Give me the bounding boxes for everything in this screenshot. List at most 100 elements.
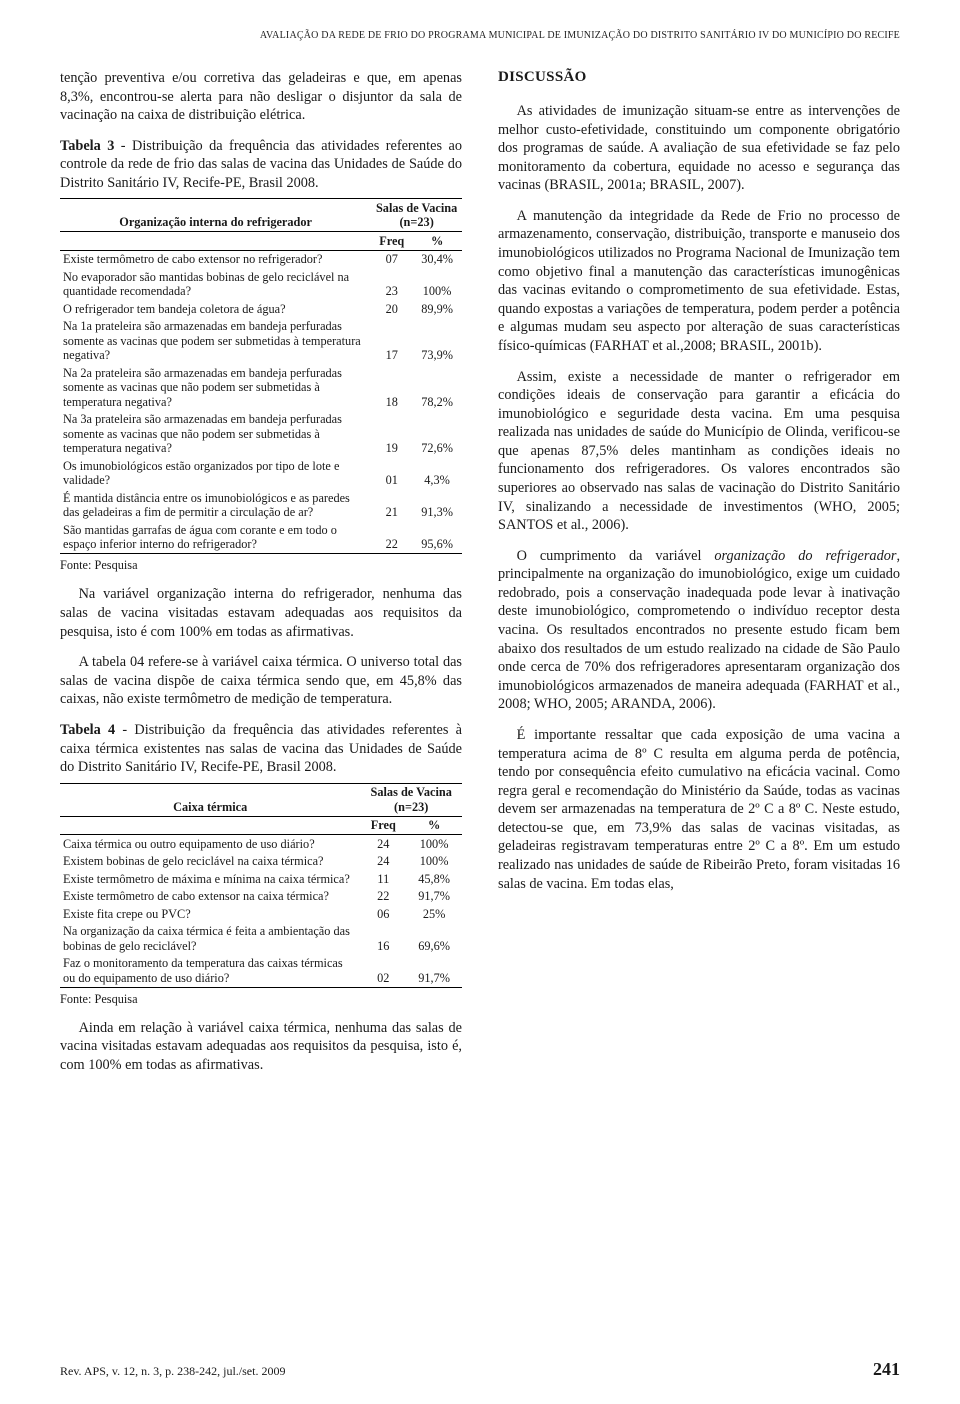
- row-pct: 4,3%: [412, 457, 462, 489]
- table-4: Caixa térmica Salas de Vacina (n=23) Fre…: [60, 783, 462, 988]
- table-row: Na 2a prateleira são armazenadas em band…: [60, 364, 462, 411]
- tab4-sub-pct: %: [406, 816, 462, 835]
- row-question: Existe termômetro de cabo extensor no re…: [60, 250, 371, 268]
- table-row: Na 3a prateleira são armazenadas em band…: [60, 411, 462, 458]
- row-freq: 11: [360, 870, 406, 888]
- row-freq: 19: [371, 411, 412, 458]
- row-pct: 100%: [412, 268, 462, 300]
- table-3: Organização interna do refrigerador Sala…: [60, 198, 462, 554]
- right-p5: É importante ressaltar que cada exposiçã…: [498, 726, 900, 893]
- tab4-caption-rest: - Distribuição da frequência das ativida…: [60, 722, 462, 775]
- table-row: Na organização da caixa térmica é feita …: [60, 923, 462, 955]
- tab3-caption: Tabela 3 - Distribuição da frequência da…: [60, 137, 462, 193]
- row-question: Existe termômetro de cabo extensor na ca…: [60, 888, 360, 906]
- row-pct: 78,2%: [412, 364, 462, 411]
- tab4-head-right: Salas de Vacina (n=23): [360, 783, 462, 816]
- left-p3: A tabela 04 refere-se à variável caixa t…: [60, 653, 462, 709]
- tab3-sub-blank: [60, 232, 371, 251]
- row-pct: 69,6%: [406, 923, 462, 955]
- row-freq: 16: [360, 923, 406, 955]
- row-pct: 95,6%: [412, 521, 462, 554]
- row-question: Existe fita crepe ou PVC?: [60, 905, 360, 923]
- row-pct: 100%: [406, 835, 462, 853]
- tab3-sub-freq: Freq: [371, 232, 412, 251]
- right-p3: Assim, existe a necessidade de manter o …: [498, 368, 900, 535]
- tab4-sub-blank: [60, 816, 360, 835]
- row-pct: 91,7%: [406, 955, 462, 988]
- page-number: 241: [873, 1359, 900, 1380]
- row-question: No evaporador são mantidas bobinas de ge…: [60, 268, 371, 300]
- table-row: Na 1a prateleira são armazenadas em band…: [60, 318, 462, 365]
- row-question: Na organização da caixa térmica é feita …: [60, 923, 360, 955]
- table-row: Caixa térmica ou outro equipamento de us…: [60, 835, 462, 853]
- footer: Rev. APS, v. 12, n. 3, p. 238-242, jul./…: [60, 1359, 900, 1380]
- row-question: Existem bobinas de gelo reciclável na ca…: [60, 853, 360, 871]
- table-row: Existe termômetro de cabo extensor no re…: [60, 250, 462, 268]
- tab4-caption: Tabela 4 - Distribuição da frequência da…: [60, 721, 462, 777]
- row-question: Existe termômetro de máxima e mínima na …: [60, 870, 360, 888]
- tab3-fonte: Fonte: Pesquisa: [60, 558, 462, 573]
- tab4-head-left: Caixa térmica: [60, 783, 360, 816]
- row-pct: 73,9%: [412, 318, 462, 365]
- row-pct: 25%: [406, 905, 462, 923]
- row-freq: 24: [360, 835, 406, 853]
- table-row: É mantida distância entre os imunobiológ…: [60, 489, 462, 521]
- table-row: Existem bobinas de gelo reciclável na ca…: [60, 853, 462, 871]
- tab3-head-right: Salas de Vacina (n=23): [371, 199, 462, 232]
- row-question: Na 2a prateleira são armazenadas em band…: [60, 364, 371, 411]
- row-freq: 23: [371, 268, 412, 300]
- tab3-head-left: Organização interna do refrigerador: [60, 199, 371, 232]
- table-row: Existe termômetro de máxima e mínima na …: [60, 870, 462, 888]
- row-question: Caixa térmica ou outro equipamento de us…: [60, 835, 360, 853]
- row-freq: 22: [360, 888, 406, 906]
- table-row: Os imunobiológicos estão organizados por…: [60, 457, 462, 489]
- table-row: No evaporador são mantidas bobinas de ge…: [60, 268, 462, 300]
- row-freq: 17: [371, 318, 412, 365]
- table-row: São mantidas garrafas de água com corant…: [60, 521, 462, 554]
- tab3-caption-bold: Tabela 3: [60, 138, 114, 154]
- row-question: Faz o monitoramento da temperatura das c…: [60, 955, 360, 988]
- discussion-title: DISCUSSÃO: [498, 69, 900, 86]
- row-pct: 72,6%: [412, 411, 462, 458]
- tab3-sub-pct: %: [412, 232, 462, 251]
- row-question: Os imunobiológicos estão organizados por…: [60, 457, 371, 489]
- footer-left: Rev. APS, v. 12, n. 3, p. 238-242, jul./…: [60, 1364, 285, 1379]
- right-column: DISCUSSÃO As atividades de imunização si…: [498, 69, 900, 1086]
- right-p2: A manutenção da integridade da Rede de F…: [498, 207, 900, 356]
- row-question: Na 3a prateleira são armazenadas em band…: [60, 411, 371, 458]
- row-freq: 24: [360, 853, 406, 871]
- row-pct: 91,3%: [412, 489, 462, 521]
- right-p4a: O cumprimento da variável: [517, 548, 715, 564]
- table-row: Existe termômetro de cabo extensor na ca…: [60, 888, 462, 906]
- row-pct: 45,8%: [406, 870, 462, 888]
- row-question: São mantidas garrafas de água com corant…: [60, 521, 371, 554]
- right-p1: As atividades de imunização situam-se en…: [498, 102, 900, 195]
- tab4-sub-freq: Freq: [360, 816, 406, 835]
- row-pct: 30,4%: [412, 250, 462, 268]
- right-p4b: organização do refrigerador: [714, 548, 896, 564]
- row-freq: 02: [360, 955, 406, 988]
- row-pct: 100%: [406, 853, 462, 871]
- left-column: tenção preventiva e/ou corretiva das gel…: [60, 69, 462, 1086]
- tab3-caption-rest: - Distribuição da frequência das ativida…: [60, 138, 462, 191]
- left-p2: Na variável organização interna do refri…: [60, 585, 462, 641]
- tab4-caption-bold: Tabela 4: [60, 722, 115, 738]
- row-freq: 22: [371, 521, 412, 554]
- table-row: Faz o monitoramento da temperatura das c…: [60, 955, 462, 988]
- left-p1: tenção preventiva e/ou corretiva das gel…: [60, 69, 462, 125]
- row-pct: 91,7%: [406, 888, 462, 906]
- row-question: É mantida distância entre os imunobiológ…: [60, 489, 371, 521]
- right-p4: O cumprimento da variável organização do…: [498, 547, 900, 714]
- running-head: AVALIAÇÃO DA REDE DE FRIO DO PROGRAMA MU…: [60, 30, 900, 41]
- row-freq: 01: [371, 457, 412, 489]
- row-freq: 20: [371, 300, 412, 318]
- right-p4c: , principalmente na organização do imuno…: [498, 548, 900, 713]
- table-row: Existe fita crepe ou PVC?0625%: [60, 905, 462, 923]
- left-p4: Ainda em relação à variável caixa térmic…: [60, 1019, 462, 1075]
- tab4-fonte: Fonte: Pesquisa: [60, 992, 462, 1007]
- row-freq: 21: [371, 489, 412, 521]
- row-question: O refrigerador tem bandeja coletora de á…: [60, 300, 371, 318]
- row-freq: 18: [371, 364, 412, 411]
- table-row: O refrigerador tem bandeja coletora de á…: [60, 300, 462, 318]
- row-freq: 06: [360, 905, 406, 923]
